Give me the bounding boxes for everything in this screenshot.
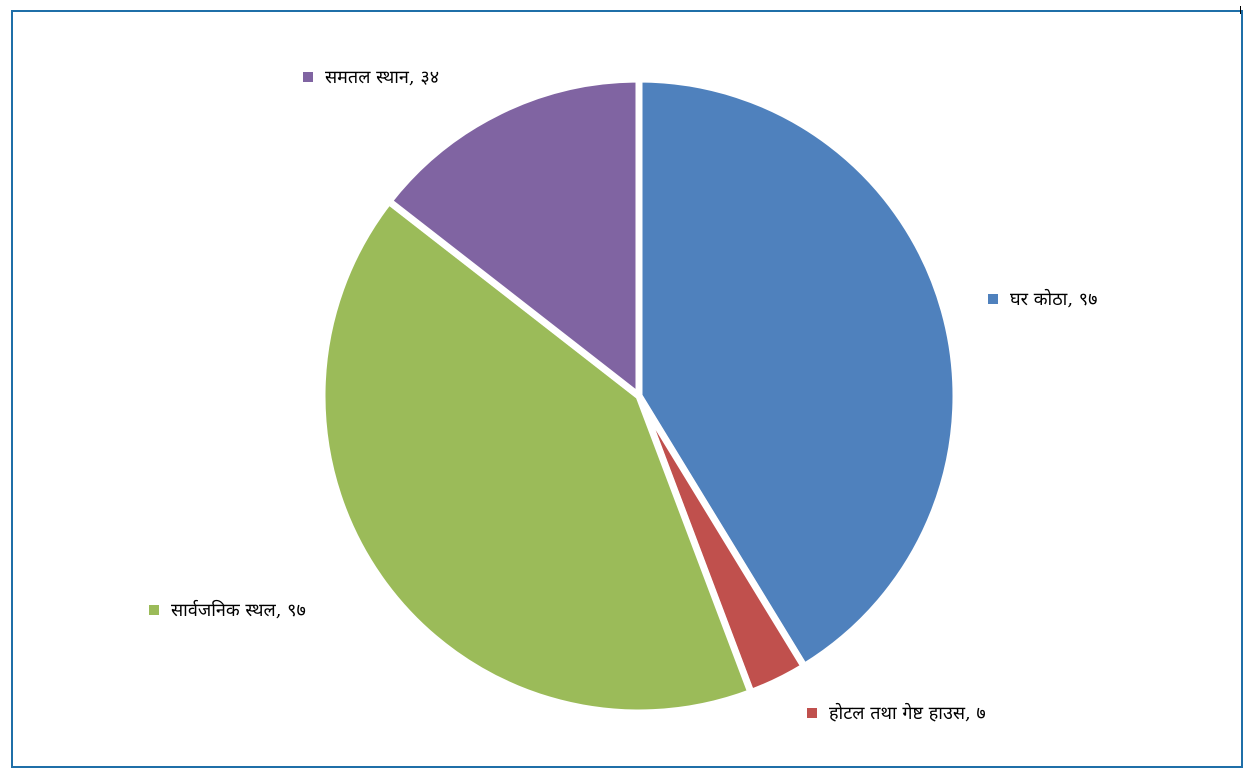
data-label-public-place: सार्वजनिक स्थल, ९७: [149, 598, 306, 622]
data-label-flat-ground: समतल स्थान, ३४: [303, 65, 439, 89]
pie-chart: [318, 75, 960, 717]
data-label-text-public-place: सार्वजनिक स्थल, ९७: [171, 600, 306, 621]
slice-public-place: [318, 196, 756, 717]
data-label-hotel-guesthouse: होटल तथा गेष्ट हाउस, ७: [807, 701, 986, 725]
swatch-hotel-guesthouse: [807, 708, 817, 718]
swatch-ghar-kotha: [988, 294, 998, 304]
swatch-flat-ground: [303, 72, 313, 82]
data-label-text-hotel-guesthouse: होटल तथा गेष्ट हाउस, ७: [829, 703, 986, 724]
data-label-text-flat-ground: समतल स्थान, ३४: [325, 67, 440, 88]
slice-flat-ground: [383, 75, 643, 404]
data-label-text-ghar-kotha: घर कोठा, ९७: [1010, 289, 1098, 310]
chart-frame: घर कोठा, ९७ होटल तथा गेष्ट हाउस, ७ सार्व…: [11, 6, 1243, 768]
corner-mark: [1234, 6, 1241, 14]
swatch-public-place: [149, 605, 159, 615]
data-label-ghar-kotha: घर कोठा, ९७: [988, 287, 1098, 311]
